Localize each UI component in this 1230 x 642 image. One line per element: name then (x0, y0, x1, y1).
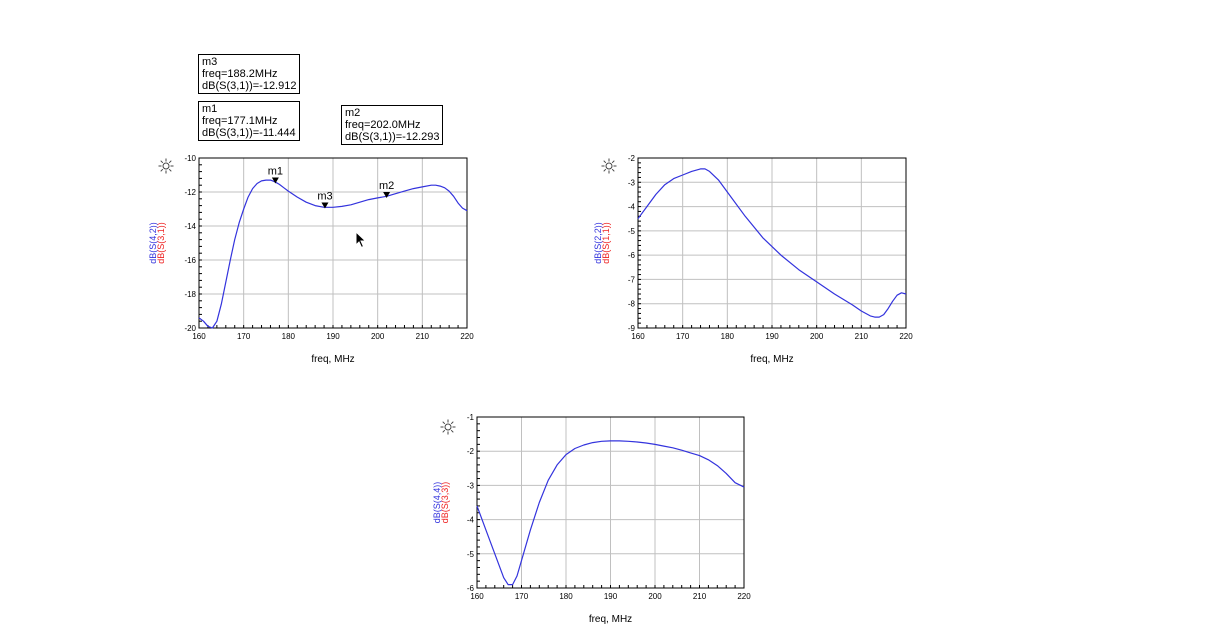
marker-name: m1 (202, 103, 218, 115)
marker-triangle (271, 177, 279, 184)
x-tick-label: 210 (855, 332, 869, 341)
series-line (198, 179, 468, 329)
y-tick-label: -3 (467, 481, 475, 490)
x-tick-label: 200 (810, 332, 824, 341)
y-axis-label: dB(S(3,3)) (440, 482, 450, 524)
x-tick-label: 160 (470, 592, 484, 601)
y-tick-label: -6 (628, 251, 636, 260)
x-tick-label: 170 (676, 332, 690, 341)
x-tick-label: 180 (282, 332, 296, 341)
marker-value: dB(S(3,1))=-12.912 (202, 80, 297, 92)
y-tick-label: -18 (184, 290, 196, 299)
marker-name: m3 (202, 56, 218, 68)
y-tick-label: -5 (467, 550, 475, 559)
y-tick-label: -4 (628, 203, 636, 212)
chart3-group: 160 170 180 190 200 210 220 -6 -5 -4 -3 -2 -1 freq, M… (432, 413, 751, 625)
y-tick-label: -20 (184, 324, 196, 333)
marker-triangle (383, 191, 391, 198)
marker-value: dB(S(3,1))=-11.444 (202, 127, 296, 139)
marker-freq: freq=202.0MHz (345, 119, 421, 131)
x-tick-label: 190 (604, 592, 618, 601)
y-tick-label: -5 (628, 227, 636, 236)
x-tick-label: 180 (559, 592, 573, 601)
x-tick-label: 200 (648, 592, 662, 601)
y-tick-label: -14 (184, 222, 196, 231)
y-tick-label: -16 (184, 256, 196, 265)
marker-name: m2 (345, 107, 361, 119)
marker-freq: freq=188.2MHz (202, 68, 278, 80)
x-tick-label: 180 (721, 332, 735, 341)
y-tick-label: -12 (184, 188, 196, 197)
y-axis-label: dB(S(1,1)) (601, 222, 611, 264)
x-tick-label: 210 (693, 592, 707, 601)
chart2-group: 160 170 180 190 200 210 220 -9 -8 -7 -6 -5 -4 -3 -2 fre… (593, 154, 913, 365)
x-tick-label: 190 (765, 332, 779, 341)
x-tick-label: 210 (416, 332, 430, 341)
marker-readout-m1[interactable]: m1 freq=177.1MHz dB(S(3,1))=-11.444 (198, 101, 300, 141)
marker-value: dB(S(3,1))=-12.293 (345, 131, 440, 143)
marker-readout-m2[interactable]: m2 freq=202.0MHz dB(S(3,1))=-12.293 (341, 105, 444, 145)
chart1-group: 160 170 180 190 200 210 220 -20 -18 -16 -14 -12 -10 f… (148, 154, 474, 365)
y-tick-label: -4 (467, 516, 475, 525)
y-tick-label: -7 (628, 275, 636, 284)
y-tick-label: -1 (467, 413, 475, 422)
marker-label: m2 (379, 180, 394, 192)
marker-label: m3 (317, 191, 332, 203)
x-axis-label: freq, MHz (750, 354, 793, 365)
marker-triangle (321, 202, 329, 209)
marker-label: m1 (268, 166, 283, 178)
x-axis-label: freq, MHz (589, 614, 632, 625)
marker-freq: freq=177.1MHz (202, 115, 278, 127)
sun-gear-icon[interactable] (158, 158, 174, 174)
x-tick-label: 190 (326, 332, 340, 341)
series-line (476, 440, 745, 586)
x-tick-label: 220 (899, 332, 913, 341)
x-tick-label: 170 (515, 592, 529, 601)
x-tick-label: 220 (737, 592, 751, 601)
y-tick-label: -9 (628, 324, 636, 333)
x-axis-label: freq, MHz (311, 354, 354, 365)
x-tick-label: 220 (460, 332, 474, 341)
y-tick-label: -2 (467, 447, 475, 456)
x-tick-label: 170 (237, 332, 251, 341)
y-tick-label: -2 (628, 154, 636, 163)
sun-gear-icon[interactable] (440, 419, 456, 435)
y-axis-label: dB(S(4,4)) (432, 482, 442, 524)
marker-readout-m3[interactable]: m3 freq=188.2MHz dB(S(3,1))=-12.912 (198, 54, 301, 94)
x-tick-label: 200 (371, 332, 385, 341)
y-tick-label: -10 (184, 154, 196, 163)
y-tick-label: -6 (467, 584, 475, 593)
y-tick-label: -8 (628, 300, 636, 309)
series-line (637, 168, 907, 318)
x-tick-label: 160 (192, 332, 206, 341)
y-axis-label: dB(S(4,2)) (148, 222, 158, 264)
mouse-pointer-icon (355, 231, 367, 249)
y-axis-label: dB(S(2,2)) (593, 222, 603, 264)
y-axis-label: dB(S(3,1)) (156, 222, 166, 264)
sun-gear-icon[interactable] (601, 158, 617, 174)
y-tick-label: -3 (628, 178, 636, 187)
x-tick-label: 160 (631, 332, 645, 341)
